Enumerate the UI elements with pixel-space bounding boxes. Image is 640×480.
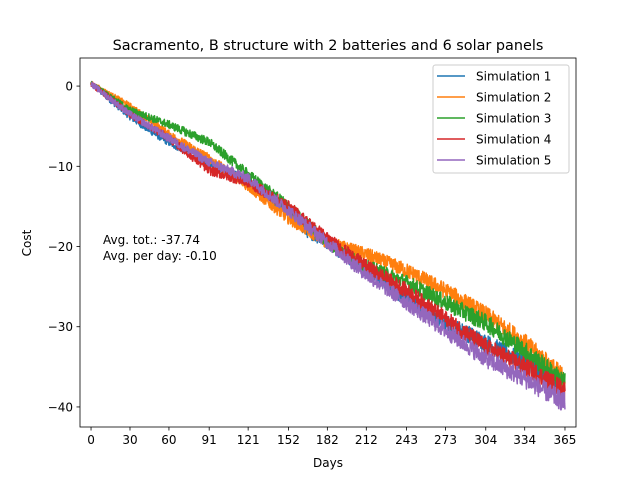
legend-entry: Simulation 3 <box>476 112 551 126</box>
x-tick-label: 273 <box>434 433 457 447</box>
legend-entry: Simulation 4 <box>476 133 551 147</box>
x-tick-label: 182 <box>316 433 339 447</box>
plot-frame <box>79 57 577 428</box>
x-tick-label: 121 <box>237 433 260 447</box>
x-tick-label: 212 <box>355 433 378 447</box>
x-tick-label: 91 <box>202 433 217 447</box>
x-axis-ticks: 0 30 60 91 121 152 182 212 243 273 304 334 365 <box>87 427 576 447</box>
y-tick-label: −40 <box>48 400 73 414</box>
legend-entry: Simulation 2 <box>476 91 551 105</box>
x-tick-label: 30 <box>122 433 137 447</box>
y-tick-label: −10 <box>48 160 73 174</box>
legend: Simulation 1 Simulation 2 Simulation 3 Simu… <box>432 64 570 174</box>
annotation-avg-per-day: Avg. per day: -0.10 <box>103 249 217 263</box>
x-tick-label: 304 <box>474 433 497 447</box>
y-axis-ticks: 0 −10 −20 −30 −40 <box>48 80 80 414</box>
x-tick-label: 243 <box>395 433 418 447</box>
x-tick-label: 152 <box>277 433 300 447</box>
legend-entry: Simulation 1 <box>476 70 551 84</box>
y-tick-label: −30 <box>48 320 73 334</box>
x-axis-label: Days <box>313 456 343 470</box>
x-tick-label: 60 <box>161 433 176 447</box>
x-tick-label: 334 <box>513 433 536 447</box>
chart-title: Sacramento, B structure with 2 batteries… <box>113 38 544 54</box>
legend-entry: Simulation 5 <box>476 154 551 168</box>
series-layer <box>90 80 566 411</box>
y-axis-label: Cost <box>20 229 34 256</box>
series-line <box>90 81 566 411</box>
legend-box <box>432 64 570 174</box>
y-tick-label: −20 <box>48 240 73 254</box>
annotation-avg-total: Avg. tot.: -37.74 <box>103 233 200 247</box>
x-tick-label: 0 <box>87 433 95 447</box>
y-tick-label: 0 <box>65 80 73 94</box>
x-tick-label: 365 <box>554 433 577 447</box>
